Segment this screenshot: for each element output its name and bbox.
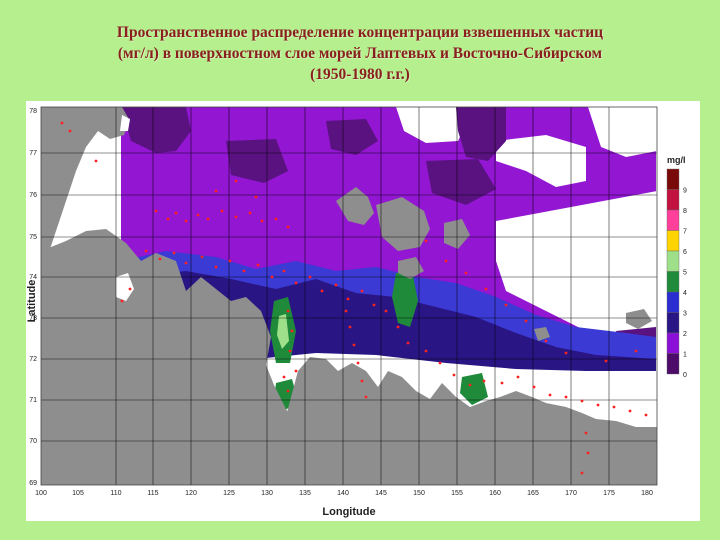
land-severnaya-zemlya (86, 107, 130, 139)
sea-dark-purple-area (326, 119, 378, 155)
y-tick-label: 77 (29, 150, 37, 157)
land-bear-islands (534, 327, 550, 341)
x-tick-label: 130 (261, 490, 273, 497)
legend-level-label: 8 (683, 208, 687, 215)
title-line-1: Пространственное распределение концентра… (116, 24, 604, 41)
no-data-patch (588, 107, 657, 157)
y-tick-label: 69 (29, 480, 37, 487)
land-lyakhovsky-island (398, 257, 424, 279)
legend-swatch (666, 230, 680, 252)
x-tick-label: 100 (35, 490, 47, 497)
sampling-stations (60, 121, 648, 475)
x-tick-label: 165 (527, 490, 539, 497)
legend-swatch (666, 209, 680, 231)
plot-frame (40, 106, 658, 486)
no-data-patch (496, 135, 586, 187)
sea-green-zone (460, 373, 488, 405)
land-new-siberian-islands (336, 187, 374, 225)
no-data-patch (116, 273, 134, 301)
legend-swatch (666, 271, 680, 293)
x-tick-label: 110 (110, 490, 121, 497)
legend-level-label: 3 (683, 311, 687, 318)
x-tick-label: 175 (603, 490, 615, 497)
legend-unit: mg/l (667, 155, 686, 165)
map-grid (41, 107, 657, 485)
x-tick-labels: 100 105 110 115 120 125 130 135 140 145 … (35, 490, 653, 497)
map-plot-area (41, 107, 657, 485)
legend-level-label: 2 (683, 331, 687, 338)
legend-swatch (666, 168, 680, 190)
x-tick-label: 160 (489, 490, 501, 497)
sea-dark-purple-area (226, 139, 288, 183)
sea-dark-purple-area (456, 107, 506, 161)
land-wrangel-island (626, 309, 652, 329)
legend-swatch (666, 250, 680, 272)
legend-level-label: 7 (683, 229, 687, 236)
y-tick-label: 76 (29, 192, 37, 199)
y-tick-label: 75 (29, 234, 37, 241)
x-tick-label: 105 (72, 490, 84, 497)
x-tick-label: 120 (185, 490, 197, 497)
land-siberia-mainland (41, 107, 121, 485)
land-new-siberian-islands (376, 197, 430, 251)
no-data-patch (120, 115, 130, 131)
map-panel: 78 77 76 75 74 73 72 71 70 69 100 105 11… (26, 101, 700, 521)
y-tick-labels: 78 77 76 75 74 73 72 71 70 69 (29, 108, 37, 487)
legend-level-label: 9 (683, 188, 687, 195)
title-line-3: (1950-1980 г.г.) (310, 66, 410, 83)
y-tick-label: 73 (29, 315, 37, 322)
legend-level-label: 1 (683, 352, 687, 359)
x-tick-label: 140 (337, 490, 349, 497)
land-siberia-mainland (41, 229, 657, 485)
no-data-patch (396, 107, 466, 143)
legend-level-label: 4 (683, 290, 687, 297)
legend-level-label: 0 (683, 372, 687, 379)
title-line-2: (мг/л) в поверхностном слое морей Лаптев… (117, 45, 603, 62)
x-axis-title: Longitude (322, 506, 375, 518)
no-data-patch (496, 191, 657, 341)
sea-green-zone (392, 271, 418, 327)
sea-dark-purple-area (121, 107, 191, 153)
sea-dark-purple-area (426, 159, 496, 205)
legend-swatch (666, 312, 680, 334)
legend-level-label: 5 (683, 270, 687, 277)
concentration-map: 78 77 76 75 74 73 72 71 70 69 100 105 11… (26, 106, 687, 518)
x-tick-label: 170 (565, 490, 577, 497)
y-tick-label: 70 (29, 438, 37, 445)
y-tick-label: 78 (29, 108, 37, 115)
legend-swatch (666, 189, 680, 211)
slide-title: Пространственное распределение концентра… (0, 22, 720, 85)
x-tick-label: 135 (299, 490, 311, 497)
legend-swatches: 9 8 7 6 5 4 3 2 1 0 (666, 168, 687, 379)
x-tick-label: 150 (413, 490, 425, 497)
sea-light-green-zone (277, 314, 289, 349)
legend-swatch (666, 353, 680, 375)
x-tick-label: 125 (223, 490, 235, 497)
color-legend: mg/l 9 8 7 6 5 4 3 2 1 0 (666, 155, 687, 379)
legend-swatch (666, 332, 680, 354)
y-axis-title: Latitude (26, 280, 38, 323)
x-tick-label: 155 (451, 490, 463, 497)
y-tick-label: 72 (29, 356, 37, 363)
legend-swatch (666, 291, 680, 313)
x-tick-label: 115 (147, 490, 158, 497)
x-tick-label: 145 (375, 490, 387, 497)
y-tick-label: 74 (29, 274, 37, 281)
legend-level-label: 6 (683, 249, 687, 256)
x-tick-label: 180 (641, 490, 653, 497)
y-tick-label: 71 (29, 397, 37, 404)
